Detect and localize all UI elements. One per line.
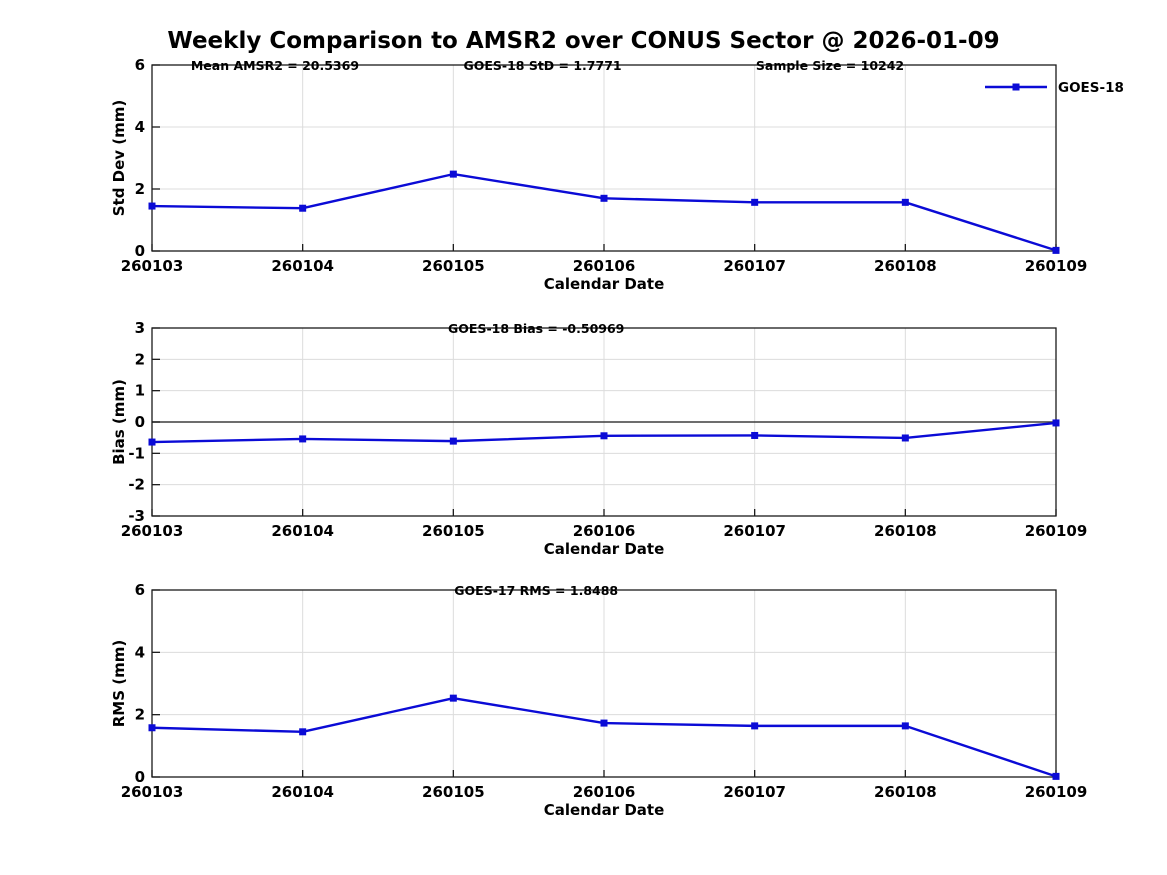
x-tick-label: 260103	[121, 257, 184, 275]
y-tick-label: -1	[128, 444, 145, 462]
data-point-marker	[148, 202, 156, 210]
data-point-marker	[1052, 419, 1060, 427]
legend-marker	[1012, 83, 1020, 91]
data-point-marker	[1052, 772, 1060, 780]
y-tick-label: 4	[135, 643, 145, 661]
x-tick-label: 260107	[723, 257, 786, 275]
y-tick-label: 2	[135, 180, 145, 198]
data-point-marker	[449, 170, 457, 178]
y-tick-label: -2	[128, 476, 145, 494]
x-tick-label: 260108	[874, 783, 937, 801]
data-point-marker	[751, 198, 759, 206]
data-point-marker	[1052, 246, 1060, 254]
x-tick-label: 260107	[723, 783, 786, 801]
x-tick-label: 260104	[271, 522, 334, 540]
x-axis-label: Calendar Date	[544, 801, 665, 819]
annotation-label: GOES-18 Bias = -0.50969	[448, 321, 624, 336]
y-tick-label: 0	[135, 768, 145, 786]
x-tick-label: 260104	[271, 257, 334, 275]
y-tick-label: 4	[135, 118, 145, 136]
annotation-label: Sample Size = 10242	[756, 58, 904, 73]
annotation-label: GOES-18 StD = 1.7771	[463, 58, 621, 73]
x-axis-label: Calendar Date	[544, 540, 665, 558]
y-tick-label: 1	[135, 382, 145, 400]
data-point-marker	[148, 724, 156, 732]
data-point-marker	[299, 204, 307, 212]
page-title: Weekly Comparison to AMSR2 over CONUS Se…	[167, 28, 1000, 54]
data-point-marker	[148, 438, 156, 446]
x-tick-label: 260109	[1025, 783, 1088, 801]
y-tick-label: 0	[135, 242, 145, 260]
x-tick-label: 260103	[121, 522, 184, 540]
legend-label: GOES-18	[1058, 80, 1124, 96]
x-tick-label: 260109	[1025, 257, 1088, 275]
x-tick-label: 260108	[874, 522, 937, 540]
data-point-marker	[449, 437, 457, 445]
data-point-marker	[751, 431, 759, 439]
data-point-marker	[600, 194, 608, 202]
y-tick-label: 6	[135, 581, 145, 599]
y-tick-label: 0	[135, 413, 145, 431]
data-point-marker	[449, 694, 457, 702]
data-point-marker	[600, 719, 608, 727]
x-tick-label: 260108	[874, 257, 937, 275]
y-tick-label: 2	[135, 706, 145, 724]
x-tick-label: 260105	[422, 522, 485, 540]
x-tick-label: 260106	[573, 257, 636, 275]
annotation-label: GOES-17 RMS = 1.8488	[454, 583, 618, 598]
x-tick-label: 260106	[573, 783, 636, 801]
y-axis-label: Bias (mm)	[110, 379, 128, 465]
y-tick-label: 3	[135, 319, 145, 337]
bias-chart: 260103 260104 260105 260106 260107 260108 2601…	[110, 319, 1087, 558]
x-tick-label: 260105	[422, 257, 485, 275]
data-point-marker	[751, 722, 759, 730]
annotation-label: Mean AMSR2 = 20.5369	[191, 58, 359, 73]
x-tick-label: 260107	[723, 522, 786, 540]
y-axis-label: RMS (mm)	[110, 640, 128, 727]
x-tick-label: 260109	[1025, 522, 1088, 540]
data-point-marker	[600, 432, 608, 440]
data-point-marker	[901, 722, 909, 730]
x-tick-label: 260104	[271, 783, 334, 801]
std-dev-chart: 260103 260104 260105 260106 260107 260108 2601…	[110, 56, 1124, 293]
data-point-marker	[299, 435, 307, 443]
y-tick-label: 6	[135, 56, 145, 74]
rms-chart: 260103 260104 260105 260106 260107 260108 2601…	[110, 581, 1087, 819]
data-point-marker	[901, 198, 909, 206]
data-point-marker	[901, 434, 909, 442]
x-tick-label: 260105	[422, 783, 485, 801]
x-tick-label: 260103	[121, 783, 184, 801]
x-axis-label: Calendar Date	[544, 275, 665, 293]
y-tick-label: 2	[135, 350, 145, 368]
data-point-marker	[299, 728, 307, 736]
y-tick-label: -3	[128, 507, 145, 525]
y-axis-label: Std Dev (mm)	[110, 100, 128, 217]
x-tick-label: 260106	[573, 522, 636, 540]
